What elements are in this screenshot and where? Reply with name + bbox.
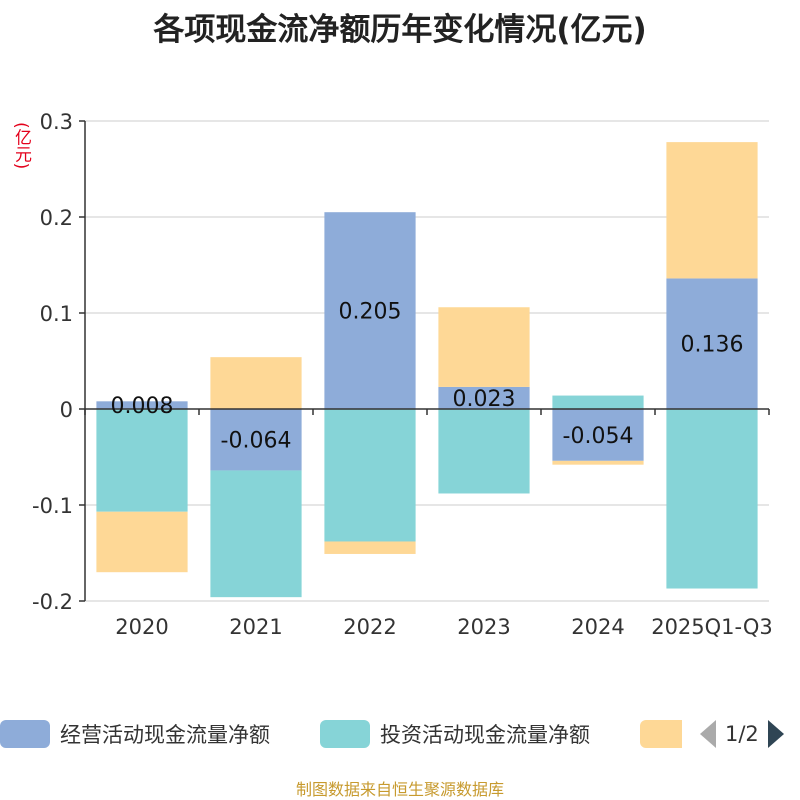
x-tick-label: 2022 — [343, 615, 396, 639]
y-tick-label: 0.1 — [40, 302, 73, 326]
y-tick-label: 0.2 — [40, 206, 73, 230]
chevron-left-icon[interactable] — [700, 720, 716, 748]
legend-item-third[interactable] — [640, 712, 682, 756]
grid-lines — [85, 120, 769, 602]
y-tick-label: -0.1 — [32, 494, 73, 518]
bar-2023-series-1 — [438, 409, 530, 494]
x-tick-label: 2021 — [229, 615, 282, 639]
x-tick-label: 2024 — [571, 615, 624, 639]
bar-2020-series-1 — [96, 409, 188, 512]
bar-2025Q1-Q3-series-2 — [666, 142, 758, 279]
bar-2020-series-0 — [96, 401, 188, 409]
source-note: 制图数据来自恒生聚源数据库 — [295, 780, 504, 799]
bar-2021-series-0 — [210, 409, 302, 471]
axes: 0.3 0.2 0.1 0 -0.1 -0.2 2020 2021 2022 2023 2024 20… — [32, 110, 773, 639]
chart-title: 各项现金流净额历年变化情况(亿元) — [153, 12, 647, 48]
bar-2023-series-0 — [438, 386, 530, 409]
bars — [96, 142, 758, 598]
data-label-2025Q1-Q3: 0.136 — [681, 333, 744, 358]
data-label-2021: -0.064 — [221, 429, 292, 454]
x-tick-label: 2023 — [457, 615, 510, 639]
data-label-2022: 0.205 — [339, 300, 402, 325]
bar-2025Q1-Q3-series-0 — [666, 278, 758, 409]
bar-2025Q1-Q3-series-1 — [666, 409, 758, 589]
bar-2021-series-1 — [210, 470, 302, 598]
legend-label-operating: 经营活动现金流量净额 — [60, 723, 270, 747]
legend-pager: 1/2 — [700, 712, 784, 756]
y-tick-label: 0.3 — [40, 110, 73, 134]
data-labels: 0.008 -0.064 0.205 0.023 -0.054 0.136 — [111, 300, 744, 454]
legend-item-operating[interactable]: 经营活动现金流量净额 — [0, 712, 270, 756]
data-label-2020: 0.008 — [111, 394, 174, 419]
bar-2020-series-2 — [96, 511, 188, 573]
legend-label-investing: 投资活动现金流量净额 — [380, 723, 590, 747]
y-tick-label: -0.2 — [32, 590, 73, 614]
chart-area: 0.3 0.2 0.1 0 -0.1 -0.2 2020 2021 2022 2023 2024 20… — [32, 110, 773, 639]
bar-2024-series-1 — [552, 395, 644, 409]
legend-swatch-investing — [320, 720, 370, 748]
legend-page-indicator: 1/2 — [725, 722, 759, 746]
bar-2024-series-0 — [552, 409, 644, 461]
chevron-right-icon[interactable] — [767, 720, 784, 748]
x-tick-label: 2020 — [115, 615, 168, 639]
bar-2022-series-0 — [324, 212, 416, 409]
data-label-2023: 0.023 — [453, 387, 516, 412]
y-axis-unit-label: (亿元) — [11, 122, 31, 170]
x-tick-label: 2025Q1-Q3 — [651, 615, 773, 639]
legend-swatch-third — [640, 720, 682, 748]
bar-2023-series-2 — [438, 307, 530, 387]
legend-item-investing[interactable]: 投资活动现金流量净额 — [320, 712, 590, 756]
data-label-2024: -0.054 — [563, 424, 634, 449]
legend-swatch-operating — [0, 720, 50, 748]
bar-2021-series-2 — [210, 357, 302, 409]
bar-2022-series-1 — [324, 409, 416, 542]
bar-2024-series-2 — [552, 460, 644, 465]
legend: 经营活动现金流量净额 投资活动现金流量净额 1/2 — [0, 712, 800, 756]
y-tick-label: 0 — [60, 398, 73, 422]
bar-2022-series-2 — [324, 541, 416, 554]
